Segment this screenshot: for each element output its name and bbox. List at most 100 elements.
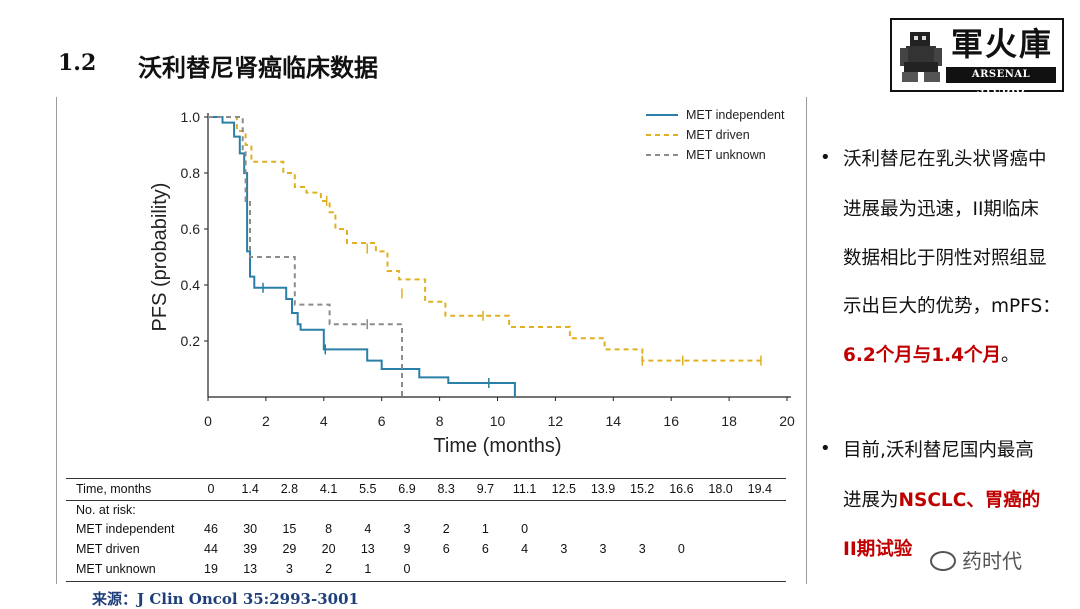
bullet-1-line-1: 沃利替尼在乳头状肾癌中 bbox=[843, 149, 1047, 170]
risk-value-cell: 9 bbox=[403, 542, 411, 556]
risk-time-cell: 4.1 bbox=[319, 482, 338, 496]
nsclc-highlight: NSCLC、胃癌的 bbox=[898, 490, 1041, 511]
mpfs-suffix: 。 bbox=[1001, 345, 1020, 366]
risk-time-cell: 0 bbox=[207, 482, 215, 496]
risk-subheader: No. at risk: bbox=[76, 503, 136, 517]
risk-value-cell: 6 bbox=[481, 542, 489, 556]
x-tick-label: 6 bbox=[378, 413, 386, 429]
x-tick-label: 10 bbox=[490, 413, 506, 429]
km-chart: 0 2 4 6 8 10 12 14 16 18 20 0.2 0.4 0.6 0.8 1.0 Time (mo… bbox=[149, 108, 795, 457]
risk-time-cell: 15.2 bbox=[630, 482, 655, 496]
x-tick-label: 4 bbox=[320, 413, 328, 429]
risk-value-cell: 2 bbox=[325, 562, 333, 576]
y-tick-label: 0.4 bbox=[181, 277, 201, 293]
risk-row-label: MET driven bbox=[76, 542, 140, 556]
source-citation: 来源：J Clin Oncol 35:2993-3001 bbox=[92, 590, 359, 608]
y-tick-label: 1.0 bbox=[181, 109, 201, 125]
risk-row-label: MET independent bbox=[76, 522, 175, 536]
risk-value-cell: 13 bbox=[243, 562, 258, 576]
risk-time-cell: 5.5 bbox=[359, 482, 377, 496]
risk-value-cell: 2 bbox=[442, 522, 450, 536]
risk-value-cell: 15 bbox=[282, 522, 297, 536]
risk-time-cell: 16.6 bbox=[669, 482, 694, 496]
arsenal-studio-logo: 軍火庫 ARSENAL STUDIO bbox=[890, 18, 1064, 96]
risk-value-cell: 13 bbox=[360, 542, 375, 556]
risk-row-met-driven: MET driven 44 39 29 20 13 9 6 6 4 3 3 3 0 bbox=[66, 540, 786, 558]
risk-value-cell: 46 bbox=[204, 522, 218, 536]
risk-table: Time, months 0 1.4 2.8 4.1 5.5 6.9 8.3 9.7 11.1 1… bbox=[66, 478, 786, 582]
risk-value-cell: 3 bbox=[638, 542, 646, 556]
left-divider bbox=[56, 97, 57, 584]
page-title: 沃利替尼肾癌临床数据 bbox=[138, 54, 378, 82]
risk-value-cell: 6 bbox=[442, 542, 450, 556]
risk-row-met-independent: MET independent 46 30 15 8 4 3 2 1 0 bbox=[66, 520, 786, 538]
series-line-met-driven bbox=[208, 116, 764, 362]
risk-value-cell: 4 bbox=[521, 542, 529, 556]
bullet-1-line-3: 数据相比于阴性对照组显 bbox=[843, 248, 1047, 269]
risk-time-cell: 8.3 bbox=[437, 482, 455, 496]
x-tick-label: 8 bbox=[436, 413, 444, 429]
risk-value-cell: 1 bbox=[481, 522, 489, 536]
x-tick-label: 18 bbox=[721, 413, 737, 429]
risk-value-cell: 39 bbox=[243, 542, 258, 556]
x-tick-label: 2 bbox=[262, 413, 270, 429]
bullet-2-line-1: 目前,沃利替尼国内最高 bbox=[843, 440, 1034, 461]
risk-value-cell: 0 bbox=[521, 522, 529, 536]
risk-value-cell: 3 bbox=[560, 542, 568, 556]
risk-value-cell: 1 bbox=[364, 562, 372, 576]
risk-time-label: Time, months bbox=[76, 482, 152, 496]
risk-time-cell: 13.9 bbox=[590, 482, 616, 496]
risk-value-cell: 44 bbox=[204, 542, 218, 556]
y-tick-label: 0.6 bbox=[181, 221, 201, 237]
y-tick-label: 0.2 bbox=[181, 333, 201, 349]
x-axis-label: Time (months) bbox=[433, 435, 561, 457]
risk-time-cell: 2.8 bbox=[280, 482, 299, 496]
x-tick-label: 14 bbox=[606, 413, 622, 429]
series-line-met-independent bbox=[208, 116, 516, 397]
risk-time-cell: 9.7 bbox=[476, 482, 495, 496]
risk-value-cell: 4 bbox=[364, 522, 372, 536]
x-tick-label: 0 bbox=[204, 413, 212, 429]
risk-time-cell: 11.1 bbox=[512, 482, 537, 496]
x-tick-label: 12 bbox=[548, 413, 564, 429]
risk-value-cell: 3 bbox=[403, 522, 411, 536]
risk-row-label: MET unknown bbox=[76, 562, 156, 576]
bullet-2-line-3: II期试验 bbox=[843, 539, 913, 560]
legend-label: MET driven bbox=[686, 128, 750, 142]
risk-value-cell: 19 bbox=[204, 562, 218, 576]
robot-icon bbox=[900, 32, 942, 82]
mpfs-highlight: 6.2个月与1.4个月 bbox=[843, 345, 1002, 366]
y-axis-label: PFS (probability) bbox=[149, 183, 171, 332]
bullet-2-line-2: 进展为NSCLC、胃癌的 bbox=[843, 486, 1040, 512]
y-tick-label: 0.8 bbox=[181, 165, 201, 181]
logo-english-text: ARSENAL STUDIO bbox=[946, 67, 1056, 96]
risk-value-cell: 30 bbox=[243, 522, 258, 536]
logo-chinese-text: 軍火庫 bbox=[950, 25, 1053, 63]
right-divider bbox=[806, 97, 807, 584]
risk-value-cell: 3 bbox=[599, 542, 607, 556]
bullet-dot-2: • bbox=[820, 438, 831, 459]
risk-time-cell: 1.4 bbox=[241, 482, 259, 496]
x-tick-label: 20 bbox=[779, 413, 795, 429]
watermark: 药时代 bbox=[930, 545, 1022, 574]
bullet-1-highlight-line: 6.2个月与1.4个月。 bbox=[843, 341, 1020, 367]
risk-value-cell: 8 bbox=[325, 522, 333, 536]
risk-value-cell: 0 bbox=[677, 542, 685, 556]
risk-table-header: Time, months 0 1.4 2.8 4.1 5.5 6.9 8.3 9.7 11.1 1… bbox=[66, 479, 786, 501]
bullet-dot-1: • bbox=[820, 147, 831, 168]
watermark-text: 药时代 bbox=[962, 549, 1022, 573]
wechat-icon bbox=[930, 550, 956, 571]
section-number: 1.2 bbox=[58, 50, 97, 76]
legend-label: MET independent bbox=[686, 108, 785, 122]
bullet-1-line-2: 进展最为迅速，II期临床 bbox=[843, 199, 1039, 220]
series-line-met-unknown bbox=[208, 116, 403, 397]
risk-subheader-row: No. at risk: bbox=[66, 501, 786, 519]
risk-value-cell: 0 bbox=[403, 562, 411, 576]
risk-time-cell: 12.5 bbox=[551, 482, 576, 496]
x-tick-label: 16 bbox=[663, 413, 679, 429]
risk-value-cell: 20 bbox=[321, 542, 336, 556]
risk-time-cell: 19.4 bbox=[747, 482, 772, 496]
risk-row-met-unknown: MET unknown 19 13 3 2 1 0 bbox=[66, 560, 786, 578]
bullet-1-line-4: 示出巨大的优势，mPFS： bbox=[843, 296, 1061, 317]
risk-value-cell: 29 bbox=[282, 542, 297, 556]
